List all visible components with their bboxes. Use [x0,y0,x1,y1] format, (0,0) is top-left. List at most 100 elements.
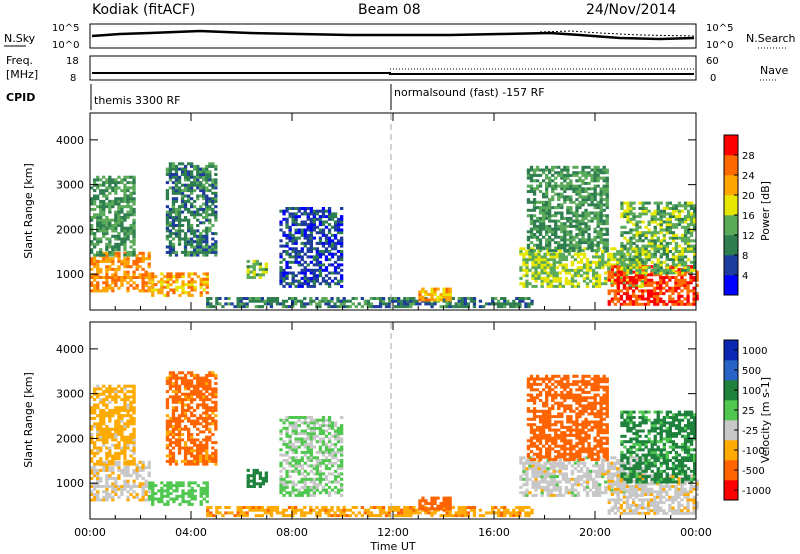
velocity-echo-cell [285,475,289,479]
power-echo-cell [144,284,148,287]
power-echo-cell [587,235,591,239]
power-echo-cell [623,255,627,259]
nsearch-trace [539,30,695,37]
velocity-echo-cell [309,469,313,473]
velocity-echo-cell [165,400,170,404]
power-echo-cell [683,231,688,235]
velocity-echo-cell [90,482,94,486]
power-echo-cell [543,276,547,280]
power-echo-cell [538,249,543,253]
power-echo-cell [108,199,112,203]
power-echo-cell [578,176,582,180]
power-echo-cell [187,170,191,174]
velocity-echo-cell [187,494,191,498]
power-echo-cell [291,274,295,278]
velocity-echo-cell [278,511,283,515]
velocity-echo-cell [108,476,112,480]
velocity-echo-cell [141,485,145,488]
velocity-echo-cell [105,460,109,464]
velocity-echo-cell [129,400,133,404]
power-echo-cell [581,233,585,236]
power-echo-cell [174,207,179,211]
velocity-echo-cell [236,514,240,518]
velocity-echo-cell [190,414,194,418]
power-echo-cell [457,302,461,306]
power-echo-cell [233,305,237,309]
power-echo-cell [572,190,576,193]
power-echo-cell [330,263,335,267]
power-echo-cell [306,236,310,240]
power-echo-cell [620,250,624,253]
power-echo-cell [674,281,678,285]
velocity-echo-cell [366,511,370,515]
power-echo-cell [199,207,203,211]
power-echo-cell [394,299,398,303]
power-echo-cell [252,265,256,269]
power-echo-cell [637,302,642,306]
power-echo-cell [613,281,617,285]
power-echo-cell [160,277,164,281]
power-echo-cell [306,233,310,237]
power-echo-cell [569,224,573,228]
power-echo-cell [99,191,103,195]
velocity-echo-cell [327,418,332,422]
power-echo-cell [297,215,301,219]
power-echo-cell [105,194,109,198]
velocity-echo-cell [340,453,344,457]
velocity-echo-cell [120,390,124,394]
velocity-echo-cell [166,486,170,490]
power-echo-cell [686,247,691,251]
power-echo-cell [634,278,639,282]
power-echo-cell [208,189,212,193]
power-echo-cell [202,173,206,176]
velocity-echo-cell [144,479,148,483]
power-echo-cell [620,231,624,235]
power-echo-cell [102,251,106,255]
power-echo-cell [629,209,633,213]
velocity-echo-cell [309,506,313,509]
velocity-echo-cell [211,387,215,391]
velocity-echo-cell [181,492,185,496]
power-echo-cell [503,297,507,300]
power-echo-cell [695,270,699,274]
velocity-echo-cell [340,493,344,497]
velocity-echo-cell [321,459,326,462]
power-echo-cell [105,245,109,249]
velocity-echo-cell [108,451,112,455]
velocity-echo-cell [291,448,295,452]
power-echo-cell [686,212,691,216]
power-echo-cell [626,207,630,210]
velocity-echo-cell [129,441,133,445]
velocity-echo-cell [208,408,212,412]
power-echo-cell [674,217,679,221]
power-echo-cell [629,228,633,232]
velocity-echo-cell [309,511,313,515]
power-echo-cell [288,233,292,237]
velocity-echo-cell [183,441,188,445]
velocity-echo-cell [291,426,295,430]
power-echo-cell [665,207,669,210]
power-echo-cell [336,220,341,224]
velocity-echo-cell [114,425,118,428]
power-echo-cell [563,235,567,239]
power-echo-cell [641,276,645,279]
power-echo-cell [318,223,323,227]
velocity-echo-cell [208,379,212,383]
power-echo-cell [147,257,151,261]
velocity-echo-cell [318,450,323,454]
velocity-echo-cell [206,508,210,512]
velocity-echo-cell [196,376,200,380]
power-echo-cell [285,209,289,213]
power-echo-cell [279,266,283,270]
power-echo-cell [549,258,553,262]
power-echo-cell [674,258,679,262]
power-echo-cell [135,286,139,290]
velocity-echo-cell [123,441,127,445]
velocity-echo-cell [132,435,136,439]
power-echo-cell [294,252,298,256]
power-echo-cell [333,225,338,229]
velocity-echo-cell [306,488,310,492]
velocity-echo-cell [196,373,200,377]
velocity-echo-cell [93,466,97,470]
velocity-echo-cell [333,450,338,454]
